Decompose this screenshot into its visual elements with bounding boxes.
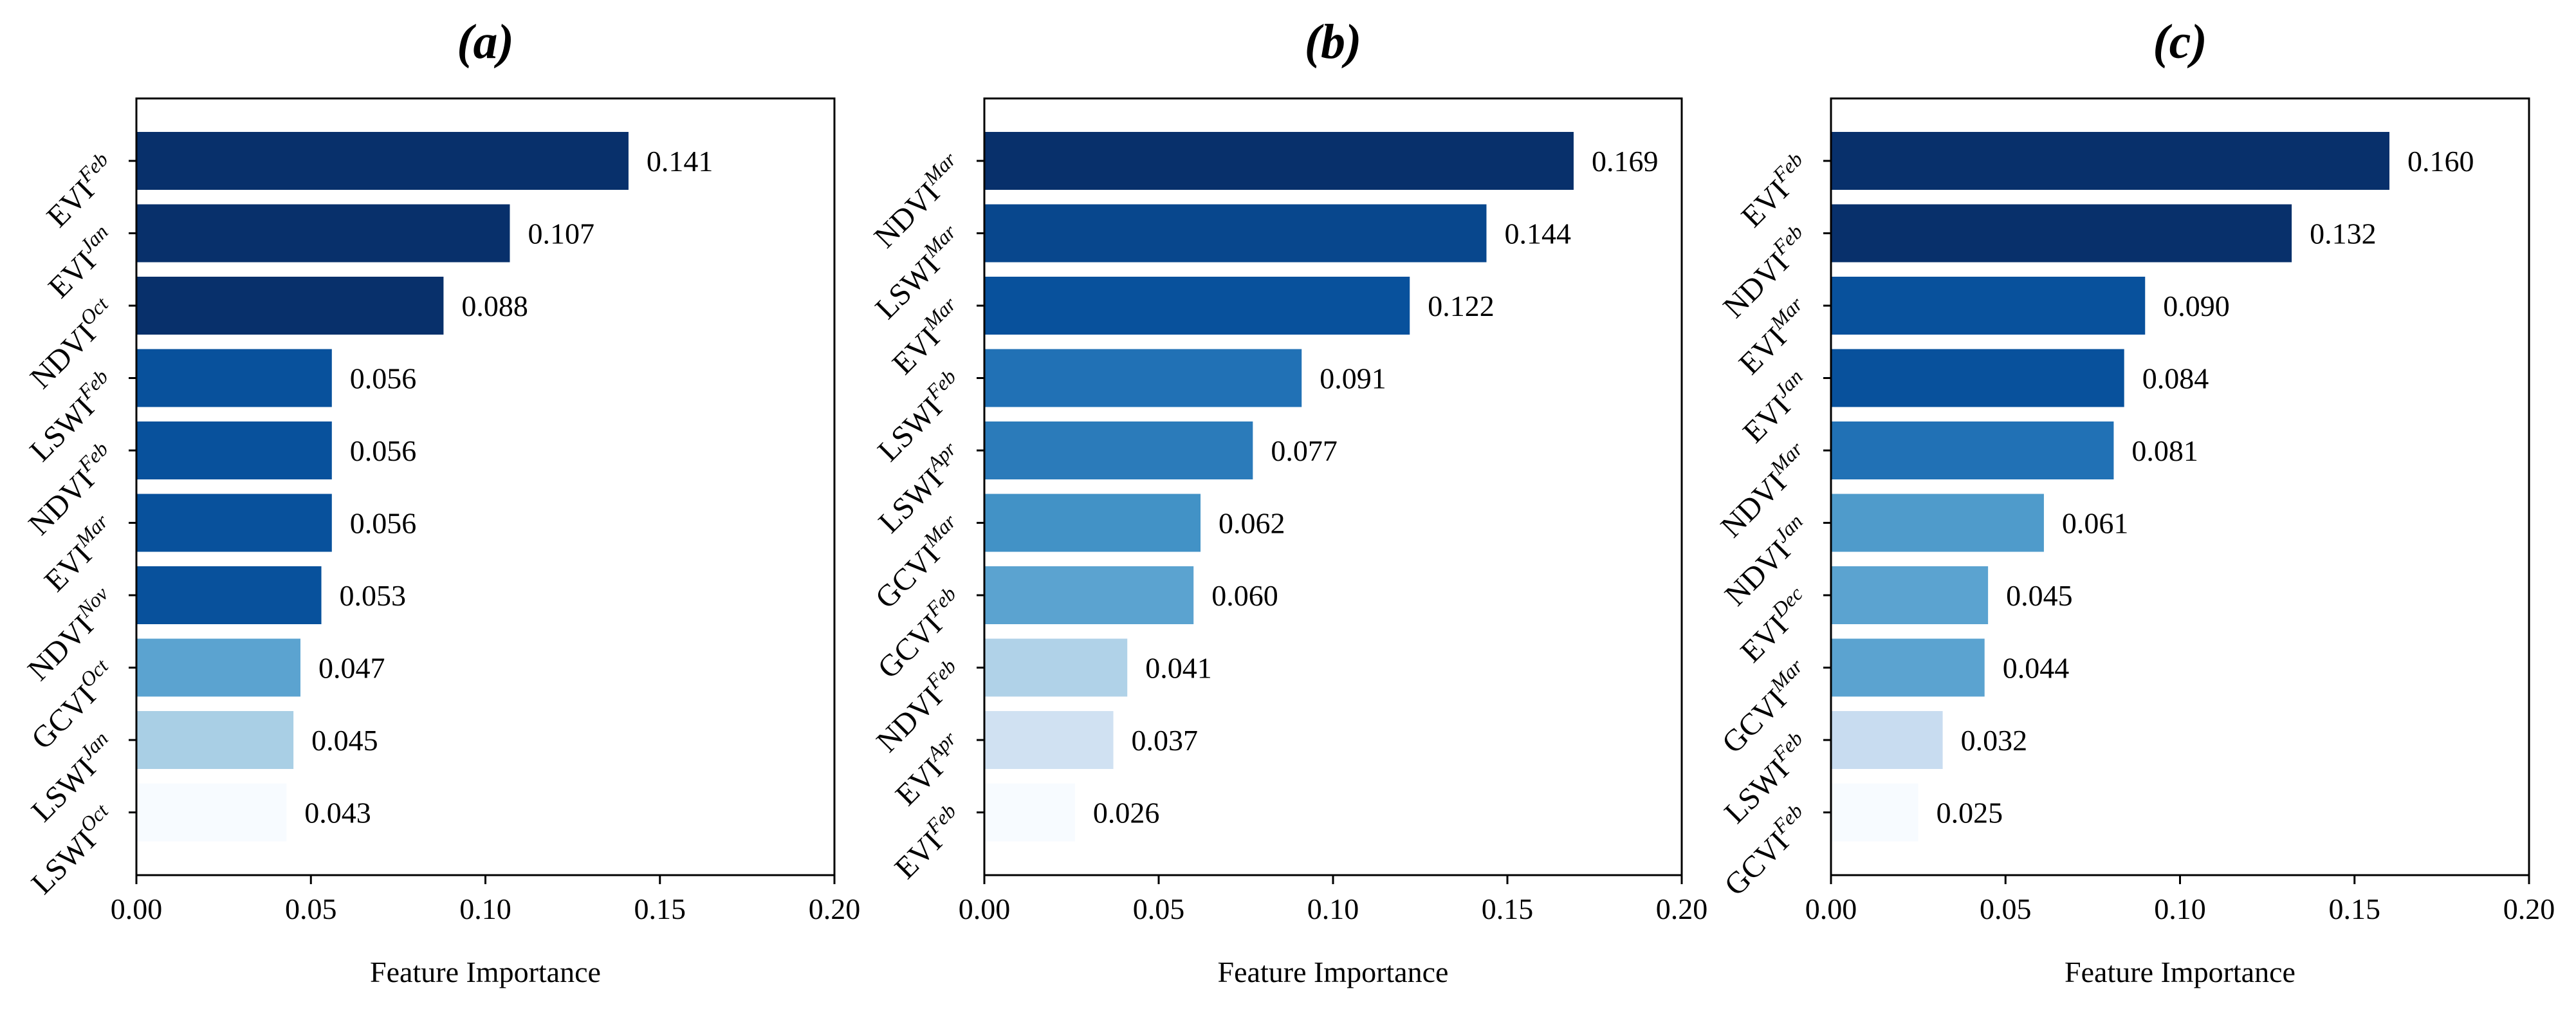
bar [1831,421,2114,479]
x-tick-label: 0.20 [809,893,861,925]
data-label: 0.081 [2131,434,2198,467]
data-label: 0.053 [340,579,407,612]
data-label: 0.043 [304,797,371,829]
data-label: 0.061 [2062,507,2129,540]
data-label: 0.037 [1132,724,1199,757]
bar [136,638,300,697]
chart-panel-b: (b)0.169NDVIMar0.144LSWIMar0.122EVIMar0.… [867,15,1708,988]
data-label: 0.056 [350,434,417,467]
x-tick-label: 0.20 [2503,893,2555,925]
x-tick-label: 0.00 [111,893,163,925]
x-tick-label: 0.00 [1805,893,1857,925]
data-label: 0.041 [1145,652,1212,685]
bar [984,349,1302,407]
category-label: EVIFeb [885,799,971,885]
category-label: EVIFeb [37,147,124,234]
data-label: 0.056 [350,507,417,540]
data-label: 0.122 [1428,290,1495,322]
bar [984,638,1128,697]
x-axis-label: Feature Importance [2065,956,2295,988]
bar [984,566,1194,624]
x-tick-label: 0.05 [1133,893,1185,925]
category-label: EVIJan [1733,365,1818,450]
data-label: 0.107 [528,217,594,250]
data-label: 0.090 [2163,290,2230,322]
x-tick-label: 0.15 [1482,893,1534,925]
data-label: 0.132 [2310,217,2377,250]
x-tick-label: 0.15 [634,893,686,925]
bar [136,132,629,190]
data-label: 0.045 [311,724,378,757]
bar [1831,277,2146,335]
x-tick-label: 0.00 [959,893,1011,925]
data-label: 0.047 [318,652,385,685]
panel-title: (b) [1305,15,1362,69]
x-tick-label: 0.20 [1656,893,1708,925]
x-tick-label: 0.05 [285,893,337,925]
data-label: 0.032 [1961,724,2028,757]
data-label: 0.045 [2006,579,2073,612]
category-label: EVIFeb [1732,147,1818,234]
data-label: 0.084 [2142,362,2209,395]
panel-title: (a) [457,15,514,69]
x-tick-label: 0.05 [1980,893,2032,925]
bar [136,783,287,842]
x-axis-label: Feature Importance [1218,956,1449,988]
panel-title: (c) [2153,15,2207,69]
bar [1831,638,1985,697]
x-tick-label: 0.10 [459,893,511,925]
bar [1831,711,1943,769]
data-label: 0.160 [2407,145,2474,178]
bar [1831,494,2044,552]
bar [136,421,332,479]
x-tick-label: 0.15 [2329,893,2381,925]
bar [984,132,1574,190]
bar [984,204,1487,263]
bar [136,349,332,407]
bar [1831,566,1989,624]
bar [1831,783,1918,842]
bar [984,494,1201,552]
bar [136,711,294,769]
chart-panel-a: (a)0.141EVIFeb0.107EVIJan0.088NDVIOct0.0… [21,15,861,988]
bar [136,566,322,624]
data-label: 0.144 [1504,217,1571,250]
bar [1831,132,2389,190]
data-label: 0.044 [2003,652,2070,685]
x-tick-label: 0.10 [2154,893,2206,925]
data-label: 0.088 [461,290,528,322]
data-label: 0.056 [350,362,417,395]
data-label: 0.026 [1093,797,1160,829]
bar [984,783,1075,842]
bar [136,494,332,552]
data-label: 0.025 [1937,797,2003,829]
data-label: 0.062 [1219,507,1285,540]
bar [984,277,1410,335]
data-label: 0.077 [1271,434,1337,467]
x-axis-label: Feature Importance [370,956,601,988]
x-tick-label: 0.10 [1307,893,1359,925]
bar [1831,349,2124,407]
data-label: 0.091 [1320,362,1386,395]
chart-panel-c: (c)0.160EVIFeb0.132NDVIFeb0.090EVIMar0.0… [1714,15,2555,988]
bar [136,204,510,263]
bar [984,711,1114,769]
data-label: 0.169 [1592,145,1659,178]
data-label: 0.141 [647,145,713,178]
bar [984,421,1253,479]
bar [136,277,444,335]
bar [1831,204,2292,263]
data-label: 0.060 [1211,579,1278,612]
category-label: EVIJan [39,220,124,305]
